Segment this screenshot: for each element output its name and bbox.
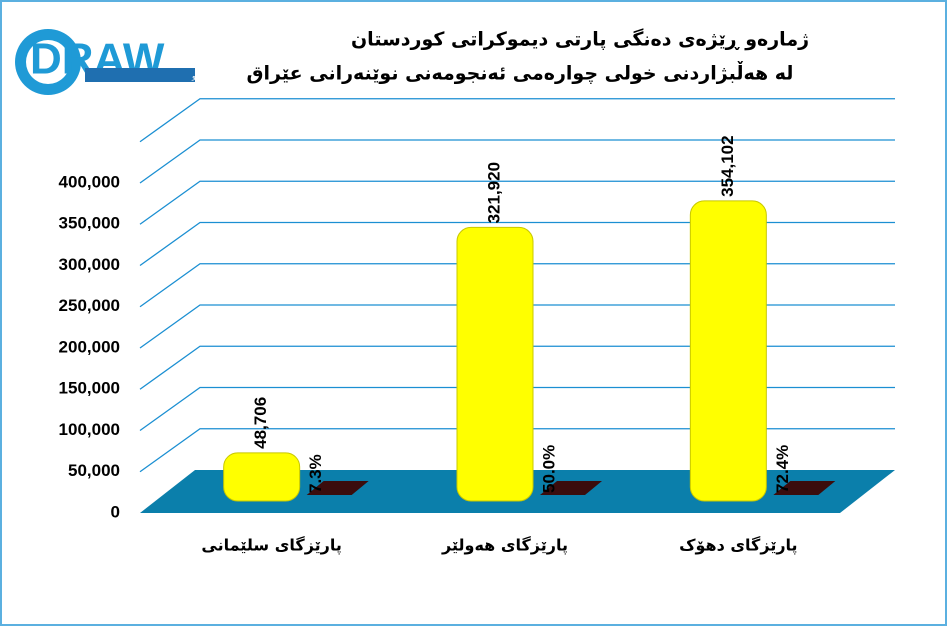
value-label: 50.0% (539, 445, 558, 493)
chart-title: لە هەڵبژاردنی خولی چوارەمی ئەنجومەنی نوێ… (247, 61, 794, 85)
grid-line (139, 304, 895, 349)
bar (540, 480, 602, 495)
logo-tagline: دامەزراوەی میدیایی درەو (191, 72, 276, 81)
y-tick-label: 250,000 (59, 296, 120, 315)
y-tick-label: 0 (111, 502, 120, 521)
x-tick-label: پارێزگای دهۆک (679, 536, 797, 556)
plot-top (139, 98, 895, 143)
logo-band (85, 68, 195, 82)
bar (773, 480, 836, 495)
grid-line (139, 221, 895, 267)
value-label: 354,102 (718, 135, 737, 196)
y-tick-label: 150,000 (59, 379, 120, 398)
x-tick-label: پارێزگای هەولێر (441, 536, 568, 556)
x-tick-label: پارێزگای سلێمانی (201, 536, 341, 556)
chart-title: ژمارەو ڕێژەی دەنگی پارتی دیموکراتی کوردس… (351, 28, 809, 51)
grid-line (139, 263, 895, 308)
bar (689, 200, 767, 502)
grid-line (139, 386, 895, 432)
logo: DRAW دامەزراوەی میدیایی درەو (15, 29, 276, 95)
y-tick-label: 400,000 (59, 172, 120, 191)
y-tick-label: 350,000 (59, 214, 120, 233)
value-label: 48,706 (251, 397, 270, 449)
logo-inner (26, 40, 70, 84)
bar (223, 452, 301, 502)
value-label: 72.4% (773, 445, 792, 493)
y-tick-label: 200,000 (59, 337, 120, 356)
grid-line (139, 428, 895, 473)
bar (456, 226, 534, 502)
y-tick-label: 300,000 (59, 255, 120, 274)
value-label: 7.3% (306, 454, 325, 493)
y-tick-label: 50,000 (68, 461, 120, 480)
y-tick-label: 100,000 (59, 420, 120, 439)
grid-line (139, 345, 895, 390)
grid-line (139, 180, 895, 225)
bar (306, 480, 369, 495)
grid-line (139, 139, 895, 184)
value-label: 321,920 (484, 162, 503, 223)
